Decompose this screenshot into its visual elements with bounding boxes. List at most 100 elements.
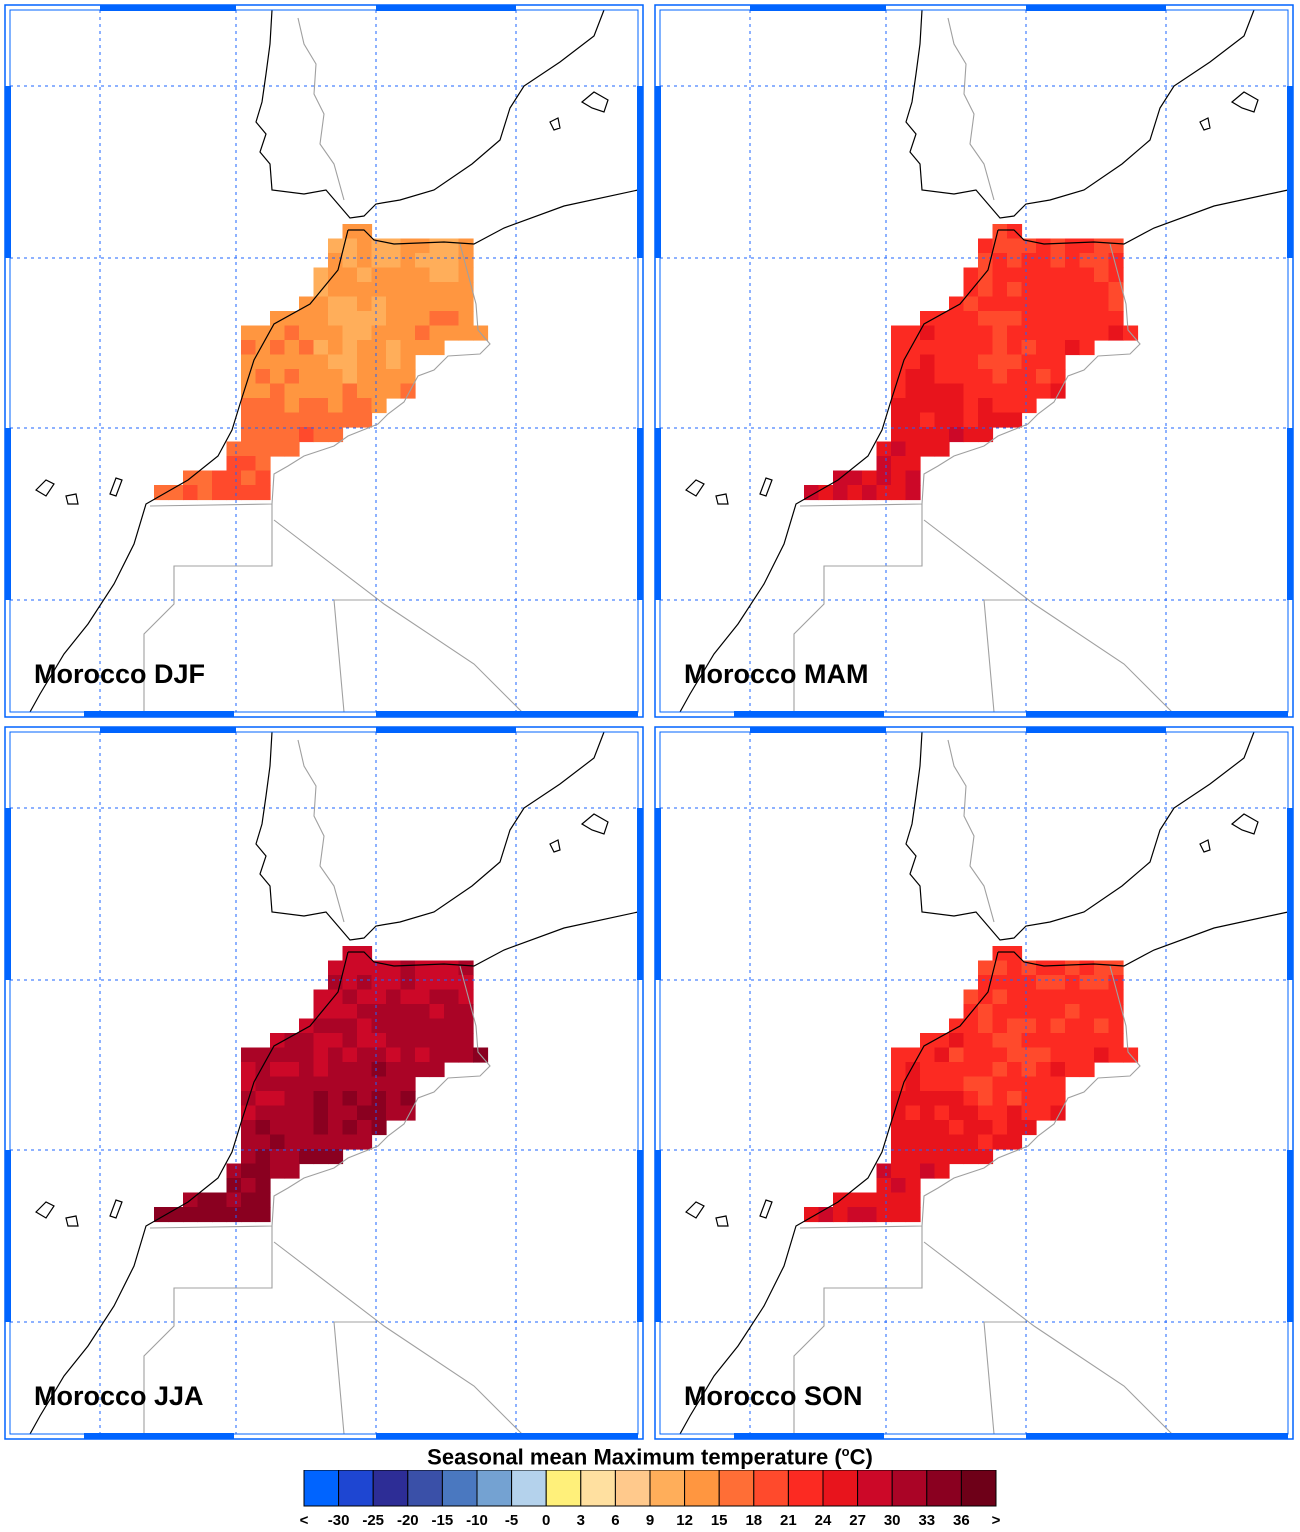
temperature-cell bbox=[415, 1018, 431, 1034]
frame-tick bbox=[750, 5, 886, 11]
temperature-cell bbox=[891, 1163, 907, 1179]
temperature-cell bbox=[934, 1134, 950, 1150]
temperature-cell bbox=[386, 354, 402, 370]
temperature-cell bbox=[1007, 1105, 1023, 1121]
temperature-cell bbox=[949, 369, 965, 385]
temperature-cell bbox=[1094, 311, 1110, 327]
temperature-cell bbox=[949, 1105, 965, 1121]
temperature-cell bbox=[357, 989, 373, 1005]
temperature-cell bbox=[920, 1033, 936, 1049]
temperature-cell bbox=[963, 383, 979, 399]
iberia-coast bbox=[255, 9, 605, 219]
temperature-cell bbox=[978, 1076, 994, 1092]
balearic-islands bbox=[549, 117, 561, 131]
temperature-cell bbox=[1079, 960, 1095, 976]
temperature-cell bbox=[1094, 296, 1110, 312]
temperature-cell bbox=[386, 267, 402, 283]
map-inner-frame bbox=[659, 9, 1289, 713]
temperature-cell bbox=[328, 1018, 344, 1034]
temperature-cell bbox=[1036, 354, 1052, 370]
temperature-cell bbox=[357, 238, 373, 254]
temperature-cell bbox=[1079, 325, 1095, 341]
panel-label-mam: Morocco MAM bbox=[684, 659, 869, 689]
temperature-cell bbox=[357, 383, 373, 399]
temperature-cell bbox=[299, 1047, 315, 1063]
frame-tick bbox=[1026, 711, 1166, 717]
temperature-cell bbox=[458, 267, 474, 283]
temperature-cell bbox=[1036, 383, 1052, 399]
temperature-cell bbox=[1050, 975, 1066, 991]
temperature-cell bbox=[978, 340, 994, 356]
coastlines bbox=[29, 731, 639, 1435]
temperature-cell bbox=[444, 1047, 460, 1063]
temperature-cell bbox=[1094, 989, 1110, 1005]
temperature-cell bbox=[386, 296, 402, 312]
north-africa-coast bbox=[348, 189, 639, 245]
temperature-cell bbox=[963, 369, 979, 385]
temperature-cell bbox=[429, 253, 445, 269]
temperature-cell bbox=[255, 1207, 271, 1223]
temperature-cell bbox=[458, 296, 474, 312]
temperature-cell bbox=[1050, 238, 1066, 254]
temperature-cell bbox=[1007, 282, 1023, 298]
temperature-cell bbox=[1079, 1047, 1095, 1063]
temperature-cell bbox=[978, 383, 994, 399]
temperature-cell bbox=[299, 325, 315, 341]
temperature-cell bbox=[1050, 1062, 1066, 1078]
temperature-cell bbox=[284, 1091, 300, 1107]
temperature-cell bbox=[415, 340, 431, 356]
temperature-cell bbox=[978, 282, 994, 298]
temperature-cell bbox=[934, 427, 950, 443]
temperature-cell bbox=[905, 1207, 921, 1223]
temperature-cell bbox=[891, 398, 907, 414]
temperature-cell bbox=[299, 354, 315, 370]
temperature-cell bbox=[1007, 960, 1023, 976]
temperature-cell bbox=[934, 311, 950, 327]
temperature-cell bbox=[415, 975, 431, 991]
temperature-cell bbox=[342, 398, 358, 414]
temperature-cell bbox=[386, 311, 402, 327]
temperature-cell bbox=[891, 383, 907, 399]
temperature-cell bbox=[1007, 1033, 1023, 1049]
frame-tick bbox=[655, 428, 661, 600]
map-inner-frame bbox=[9, 9, 639, 713]
political-borders bbox=[143, 17, 523, 713]
temperature-cell bbox=[920, 1134, 936, 1150]
morocco-border bbox=[799, 243, 1141, 507]
temperature-cell bbox=[1108, 296, 1124, 312]
temperature-cell bbox=[963, 354, 979, 370]
frame-tick bbox=[1026, 727, 1166, 733]
temperature-cell bbox=[241, 383, 257, 399]
temperature-cell bbox=[1036, 311, 1052, 327]
temperature-cell bbox=[1108, 267, 1124, 283]
frame-ticks bbox=[655, 5, 1293, 717]
temperature-cell bbox=[1021, 1047, 1037, 1063]
temperature-cell bbox=[1094, 267, 1110, 283]
temperature-cell bbox=[1094, 325, 1110, 341]
temperature-cell bbox=[255, 456, 271, 472]
temperature-cell bbox=[1007, 975, 1023, 991]
temperature-cell bbox=[357, 1062, 373, 1078]
frame-tick bbox=[1026, 1433, 1166, 1439]
temperature-cell bbox=[1050, 1091, 1066, 1107]
temperature-cell bbox=[226, 485, 242, 501]
temperature-cell bbox=[934, 1120, 950, 1136]
temperature-cell bbox=[1108, 282, 1124, 298]
temperature-cell bbox=[386, 369, 402, 385]
temperature-cell bbox=[1065, 311, 1081, 327]
colorbar-tick-label: 24 bbox=[814, 1512, 832, 1529]
temperature-cell bbox=[328, 989, 344, 1005]
temperature-cell bbox=[458, 989, 474, 1005]
temperature-cell bbox=[1021, 354, 1037, 370]
temperature-cell bbox=[313, 296, 329, 312]
frame-tick bbox=[637, 428, 643, 600]
temperature-cell bbox=[862, 1207, 878, 1223]
temperature-cell bbox=[1021, 311, 1037, 327]
temperature-cell bbox=[183, 485, 199, 501]
temperature-cell bbox=[444, 975, 460, 991]
frame-tick bbox=[655, 86, 661, 258]
temperature-cell bbox=[357, 1105, 373, 1121]
temperature-cell bbox=[1021, 1062, 1037, 1078]
temperature-cell bbox=[357, 398, 373, 414]
frame-tick bbox=[1287, 1150, 1293, 1322]
